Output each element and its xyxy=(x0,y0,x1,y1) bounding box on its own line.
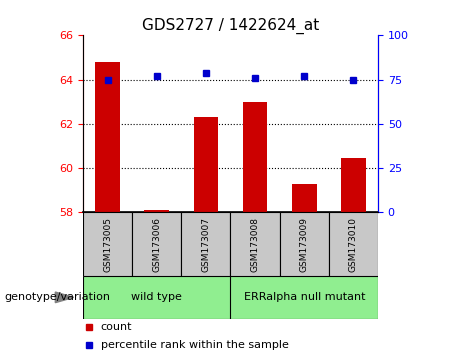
Text: ERRalpha null mutant: ERRalpha null mutant xyxy=(243,292,365,302)
Text: genotype/variation: genotype/variation xyxy=(5,292,111,302)
Text: percentile rank within the sample: percentile rank within the sample xyxy=(100,340,289,350)
Bar xyxy=(95,62,120,212)
Text: wild type: wild type xyxy=(131,292,182,302)
Text: GSM173010: GSM173010 xyxy=(349,217,358,272)
Bar xyxy=(132,212,181,276)
Bar xyxy=(83,276,230,319)
Text: GSM173005: GSM173005 xyxy=(103,217,112,272)
Bar xyxy=(341,158,366,212)
Bar xyxy=(230,212,280,276)
Bar xyxy=(329,212,378,276)
Text: GSM173008: GSM173008 xyxy=(251,217,260,272)
Bar xyxy=(194,117,218,212)
Bar xyxy=(280,212,329,276)
Text: GSM173006: GSM173006 xyxy=(152,217,161,272)
Bar xyxy=(144,210,169,212)
Bar xyxy=(181,212,230,276)
Bar xyxy=(292,184,317,212)
Text: count: count xyxy=(100,322,132,332)
Bar xyxy=(230,276,378,319)
Polygon shape xyxy=(55,292,74,303)
Text: GSM173007: GSM173007 xyxy=(201,217,210,272)
Bar xyxy=(83,212,132,276)
Title: GDS2727 / 1422624_at: GDS2727 / 1422624_at xyxy=(142,18,319,34)
Text: GSM173009: GSM173009 xyxy=(300,217,309,272)
Bar xyxy=(243,102,267,212)
